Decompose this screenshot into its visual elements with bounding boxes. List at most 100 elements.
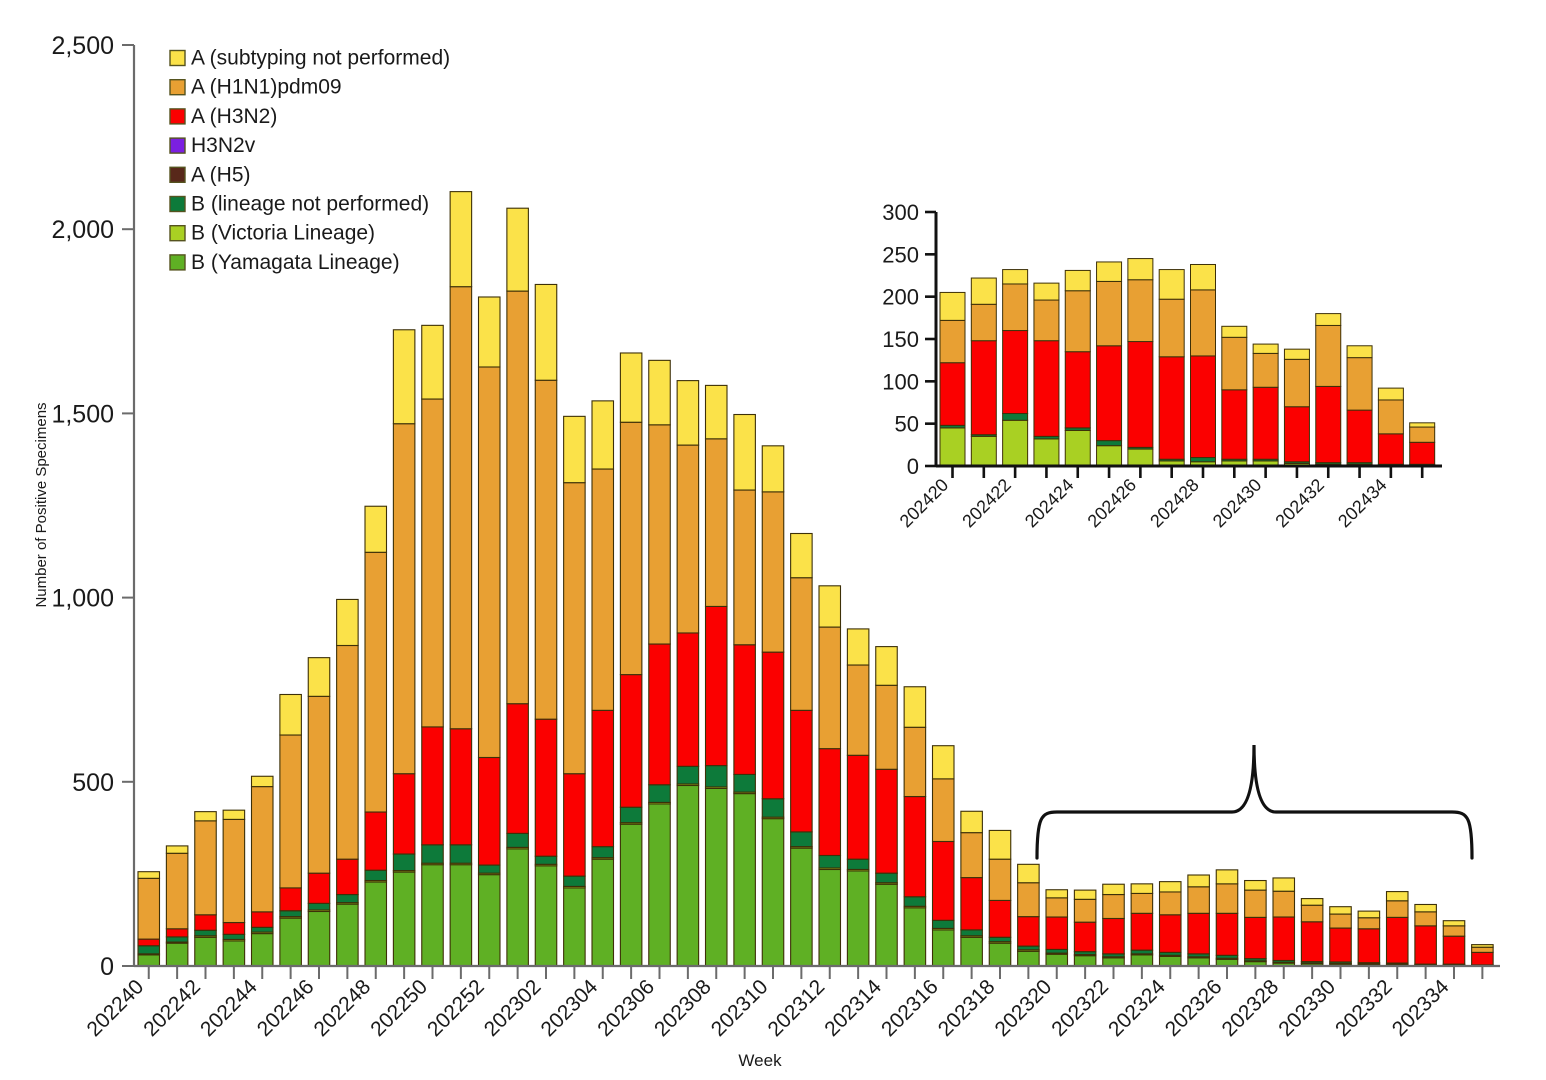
bar-segment	[619, 352, 643, 423]
bar-group	[960, 810, 983, 967]
bar-segment	[364, 505, 388, 553]
bar-segment	[970, 303, 997, 342]
bar-group	[1300, 898, 1324, 967]
x-tick-label: 202324	[1104, 975, 1170, 1041]
bar-segment	[1045, 889, 1069, 899]
bar-group	[1187, 874, 1210, 967]
bar-segment	[534, 865, 558, 967]
bar-segment	[1158, 298, 1185, 358]
bar-group	[931, 745, 955, 967]
bar-segment	[1127, 258, 1154, 281]
y-tick-label: 0	[907, 454, 919, 479]
bar-segment	[1096, 345, 1123, 442]
x-tick-label: 202420	[896, 475, 953, 532]
bar-segment	[818, 585, 842, 628]
bar-group	[222, 809, 246, 967]
bar-segment	[1002, 283, 1029, 332]
bar-segment	[1096, 440, 1123, 447]
bar-segment	[1096, 280, 1123, 347]
bar-segment	[279, 917, 302, 967]
bar-segment	[364, 811, 388, 871]
bar-group	[790, 532, 813, 967]
x-tick-label: 202246	[253, 975, 319, 1041]
x-tick-label: 202332	[1331, 975, 1397, 1041]
bar-segment	[970, 340, 997, 436]
bar-segment	[676, 765, 700, 785]
inset-y-axis: 0 50 100 150 200 250 300	[882, 200, 938, 479]
inset-x-axis: 202420 202422 202424 202426 202428 202430 2024…	[896, 464, 1442, 532]
bar-segment	[818, 748, 842, 857]
bar-segment	[846, 754, 870, 860]
bar-segment	[1064, 351, 1091, 429]
bar-segment	[1130, 949, 1154, 955]
bar-segment	[648, 359, 671, 426]
bar-segment	[1130, 892, 1154, 914]
bar-segment	[1102, 917, 1125, 955]
bar-group	[988, 829, 1012, 967]
bar-segment	[392, 773, 416, 855]
bar-segment	[1329, 927, 1352, 963]
bar-segment	[165, 942, 189, 967]
bar-group	[563, 415, 586, 967]
bar-group	[1244, 879, 1267, 967]
bar-segment	[1215, 912, 1239, 956]
x-tick-label: 202302	[480, 975, 546, 1041]
x-tick-label: 202428	[1146, 475, 1203, 532]
legend-swatch-a_h3n2	[169, 108, 186, 125]
x-tick-label: 202314	[820, 975, 886, 1041]
bar-segment	[250, 911, 274, 928]
bar-segment	[988, 936, 1012, 943]
bar-segment	[477, 864, 501, 874]
bar-group	[1414, 903, 1437, 967]
bar-segment	[676, 444, 700, 634]
bar-segment	[1442, 925, 1466, 937]
bar-segment	[1409, 441, 1436, 465]
bar-segment	[1073, 889, 1097, 900]
bar-segment	[222, 921, 246, 935]
bar-segment	[931, 778, 955, 843]
bar-segment	[1272, 877, 1296, 892]
bar-segment	[421, 726, 444, 846]
y-axis-title: Number of Positive Specimens	[33, 402, 50, 607]
bar-segment	[421, 844, 444, 864]
y-tick-label: 1,000	[51, 585, 114, 613]
bar-segment	[307, 872, 331, 904]
bar-segment	[1096, 261, 1123, 282]
x-tick-label: 202308	[650, 975, 716, 1041]
bar-segment	[846, 628, 870, 666]
bar-segment	[1221, 336, 1248, 391]
bar-group	[279, 693, 302, 967]
bar-segment	[250, 775, 274, 788]
bar-segment	[506, 703, 529, 834]
x-tick-label: 202244	[196, 975, 262, 1041]
bar-segment	[1073, 898, 1097, 923]
bar-segment	[1272, 916, 1296, 962]
bar-group	[846, 628, 870, 967]
x-tick-label: 202432	[1271, 475, 1328, 532]
legend-label-a_subtyping_not_performed: A (subtyping not performed)	[191, 47, 450, 70]
x-tick-label: 202316	[877, 975, 943, 1041]
bar-segment	[506, 290, 529, 705]
bar-segment	[336, 903, 359, 967]
bar-group	[1158, 269, 1185, 467]
bar-segment	[704, 438, 728, 607]
bar-segment	[194, 820, 217, 916]
inset-callout-brace	[1035, 744, 1474, 860]
bar-segment	[1158, 356, 1185, 460]
bar-segment	[704, 605, 728, 767]
bar-segment	[1346, 409, 1373, 464]
bar-segment	[1017, 950, 1040, 967]
bar-group	[733, 413, 756, 967]
bar-segment	[591, 468, 615, 711]
bar-segment	[960, 877, 983, 931]
bar-segment	[534, 379, 558, 720]
bar-segment	[1017, 882, 1040, 918]
x-tick-label: 202310	[707, 975, 773, 1041]
bar-segment	[1064, 429, 1091, 467]
bar-segment	[392, 871, 416, 967]
main-y-axis: 0 500 1,000 1,500 2,000 2,500 Number of Positi…	[33, 32, 136, 981]
bar-segment	[988, 942, 1012, 967]
bar-segment	[1357, 910, 1381, 919]
bar-segment	[1414, 925, 1437, 965]
bar-group	[1215, 869, 1239, 967]
